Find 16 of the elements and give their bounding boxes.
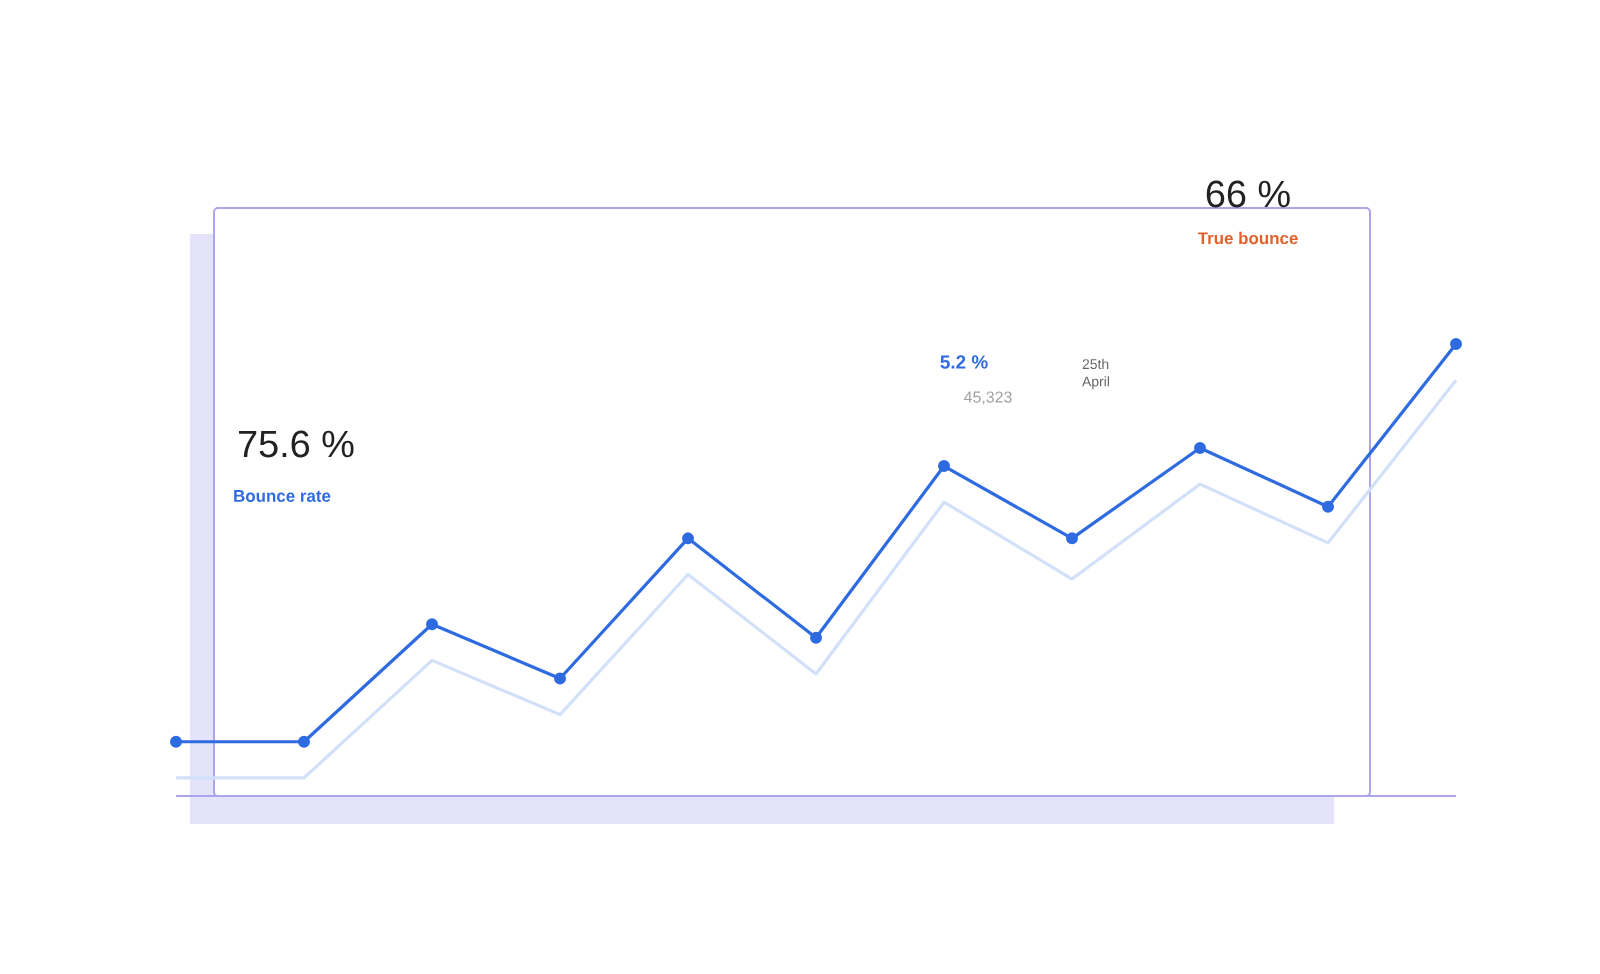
point bbox=[810, 631, 822, 644]
point bbox=[1450, 338, 1462, 350]
point bbox=[938, 460, 950, 473]
point bbox=[426, 618, 438, 631]
point bbox=[554, 672, 566, 685]
text: True bounce bbox=[1197, 231, 1298, 245]
annotation: 5.2 % bbox=[940, 355, 988, 369]
point bbox=[1322, 500, 1334, 513]
point bbox=[298, 735, 310, 748]
point bbox=[1194, 441, 1206, 454]
text: 66 % bbox=[1206, 180, 1290, 208]
annotation: 75.6 % bbox=[239, 430, 354, 458]
point bbox=[170, 735, 182, 748]
point bbox=[1066, 532, 1078, 545]
annotation: Bounce rate bbox=[234, 490, 331, 502]
point bbox=[682, 532, 694, 545]
